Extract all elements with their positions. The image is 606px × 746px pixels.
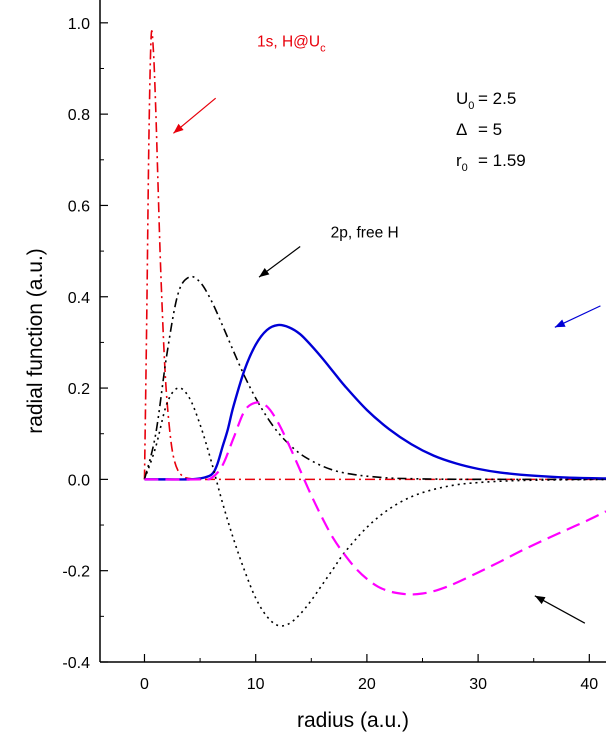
annotation-arrowhead-2: [554, 319, 566, 328]
x-tick-label: 0: [140, 676, 149, 693]
series-line-2: [144, 323, 606, 481]
annotation-label-1: 2p, free H: [331, 224, 399, 241]
y-tick-label: 0.2: [68, 381, 90, 398]
y-tick-label: -0.2: [62, 564, 90, 581]
y-tick-label: 0.0: [68, 472, 90, 489]
parameter-2: r0 = 1.59: [456, 151, 526, 174]
annotation-arrowhead-3: [534, 595, 546, 605]
x-axis-title: radius (a.u.): [297, 709, 409, 732]
x-tick-label: 10: [247, 676, 265, 693]
series-line-3: [143, 387, 606, 627]
x-tick-label: 30: [469, 676, 487, 693]
parameter-0: U0 = 2.5: [456, 89, 516, 112]
y-tick-label: 1.0: [68, 16, 90, 33]
series-line-1: [143, 275, 606, 481]
series-line-0: [143, 30, 606, 481]
y-tick-label: 0.6: [68, 198, 90, 215]
parameter-1: Δ = 5: [456, 120, 502, 139]
annotation-arrowhead-1: [259, 268, 270, 278]
y-tick-label: 0.4: [68, 290, 90, 307]
y-tick-label: -0.4: [62, 655, 90, 672]
y-tick-label: 0.8: [68, 107, 90, 124]
annotation-label-0: 1s, H@Uc: [257, 34, 326, 55]
parameters-box: U0 = 2.5 Δ = 5 r0 = 1.59: [456, 89, 526, 174]
annotation-arrowhead-0: [173, 123, 184, 134]
ticks-layer: 0 10 20 30 40 -0.4 -0.2 0.0 0.2 0.4 0.6 0.8 1.0: [62, 16, 598, 693]
series-line-4: [144, 401, 606, 596]
x-tick-label: 20: [358, 676, 376, 693]
axes-frame: [99, 0, 606, 663]
x-tick-label: 40: [580, 676, 598, 693]
y-axis-title: radial function (a.u.): [24, 248, 47, 434]
series-layer: [143, 30, 606, 627]
